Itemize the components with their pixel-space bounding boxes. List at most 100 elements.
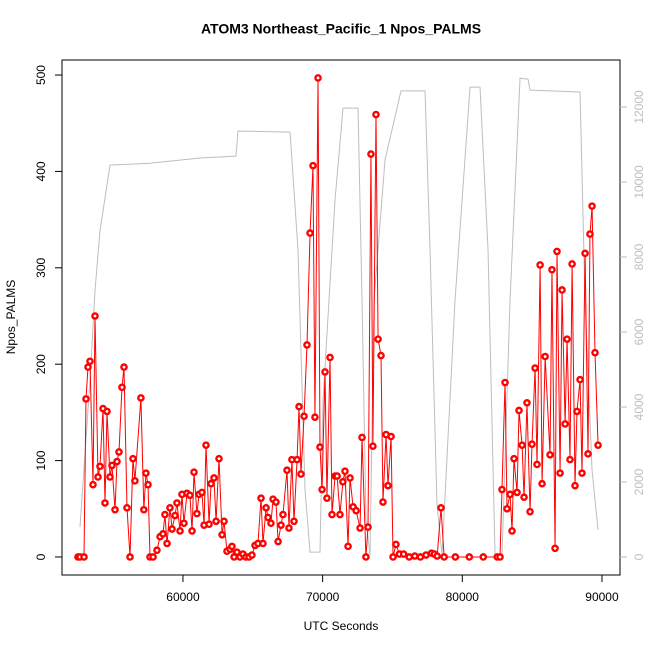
data-point: [321, 368, 329, 376]
data-point: [339, 477, 347, 486]
data-point: [451, 553, 460, 561]
y-tick-label: 400: [34, 161, 48, 181]
data-point: [248, 551, 256, 559]
data-point: [277, 521, 285, 529]
data-point: [106, 473, 114, 481]
data-point: [506, 490, 514, 499]
data-point: [137, 394, 145, 402]
data-point: [131, 477, 139, 485]
data-point: [101, 499, 109, 507]
data-point: [346, 474, 354, 482]
y-tick-label: 200: [34, 354, 48, 374]
data-point: [515, 406, 523, 415]
data-point: [198, 488, 206, 497]
data-point: [558, 286, 566, 294]
data-point: [405, 553, 414, 561]
data-point: [309, 161, 317, 170]
data-point: [207, 479, 215, 488]
data-point: [120, 363, 128, 371]
data-point: [496, 553, 504, 561]
y-axis-label: Npos_PALMS: [4, 280, 18, 354]
data-point: [576, 375, 584, 384]
data-point: [531, 364, 539, 372]
data-point: [389, 553, 397, 561]
data-point: [523, 398, 531, 407]
data-point: [437, 504, 445, 512]
data-point: [551, 544, 559, 553]
data-point: [180, 519, 188, 528]
data-point: [279, 510, 287, 519]
data-point: [166, 504, 174, 512]
data-point: [379, 498, 387, 506]
data-point: [392, 540, 400, 549]
data-point: [283, 466, 291, 475]
data-point: [508, 527, 516, 535]
data-point: [384, 481, 392, 490]
data-point: [259, 539, 267, 548]
data-point: [503, 504, 511, 513]
data-point: [498, 485, 506, 494]
data-point: [94, 473, 102, 481]
data-point: [205, 520, 213, 529]
data-point: [123, 504, 131, 512]
data-point: [323, 494, 331, 502]
data-point: [536, 261, 544, 269]
data-point: [344, 542, 352, 551]
data-point: [510, 454, 518, 463]
data-point: [140, 505, 148, 514]
data-point: [318, 485, 326, 494]
data-point: [210, 474, 218, 482]
data-point: [556, 469, 564, 477]
y2-tick-label: 4000: [632, 393, 646, 420]
chart-title: ATOM3 Northeast_Pacific_1 Npos_PALMS: [201, 21, 481, 37]
data-point: [161, 510, 169, 519]
data-point: [541, 352, 549, 361]
data-point: [566, 455, 574, 464]
data-point: [594, 441, 602, 449]
data-point: [159, 530, 167, 538]
data-point: [186, 491, 194, 500]
x-tick-label: 90000: [585, 590, 619, 604]
data-point: [433, 552, 441, 560]
data-point: [293, 455, 301, 464]
data-point: [591, 348, 599, 357]
data-point: [586, 230, 594, 238]
data-point: [176, 527, 184, 535]
data-point: [264, 513, 272, 522]
data-point: [126, 553, 134, 561]
data-point: [374, 335, 382, 343]
plot-frame: [61, 59, 621, 576]
data-point: [356, 524, 364, 532]
data-point: [215, 454, 223, 463]
data-point: [326, 353, 334, 362]
data-point: [518, 441, 526, 449]
series-line: [79, 77, 599, 556]
data-point: [479, 553, 488, 561]
data-point: [96, 462, 104, 471]
x-tick-label: 60000: [166, 590, 200, 604]
data-point: [358, 433, 366, 442]
data-point: [80, 553, 88, 561]
y2-tick-label: 6000: [632, 318, 646, 345]
data-point: [578, 469, 586, 477]
data-point: [584, 450, 592, 458]
data-point: [86, 357, 94, 366]
data-point: [364, 523, 372, 531]
data-point: [563, 335, 571, 343]
data-point: [316, 443, 324, 451]
data-point: [369, 442, 377, 450]
data-point: [228, 542, 236, 551]
data-point: [571, 481, 579, 490]
data-point: [262, 504, 270, 512]
data-point: [193, 509, 201, 518]
data-point: [333, 472, 341, 480]
data-point: [113, 457, 121, 466]
data-point: [285, 524, 293, 532]
data-point: [129, 454, 137, 463]
data-point: [501, 378, 509, 387]
data-point: [553, 247, 561, 256]
data-point: [149, 553, 157, 561]
data-point: [588, 202, 596, 210]
